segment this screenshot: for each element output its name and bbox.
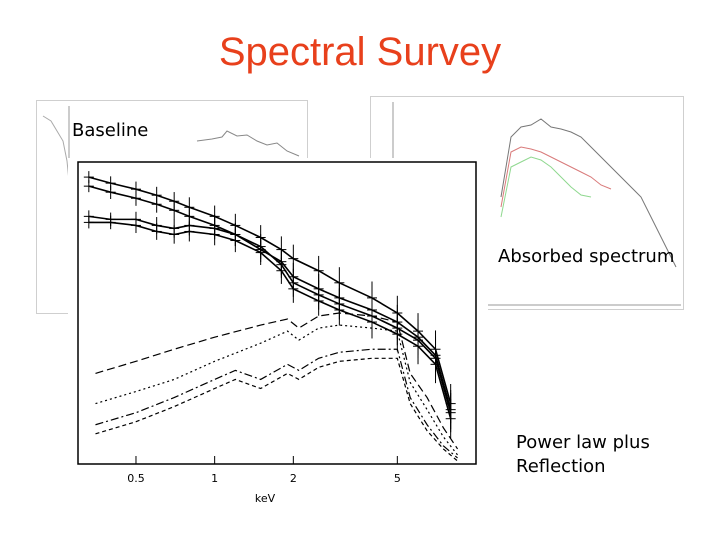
series-2-line bbox=[88, 185, 452, 410]
model-component-1 bbox=[95, 312, 459, 450]
baseline-label: Baseline bbox=[72, 120, 149, 141]
data-point bbox=[313, 286, 324, 316]
data-point bbox=[366, 305, 377, 339]
data-point bbox=[169, 225, 180, 244]
data-point bbox=[430, 345, 441, 384]
data-point bbox=[413, 328, 424, 365]
data-point bbox=[151, 195, 162, 213]
data-point bbox=[445, 399, 456, 439]
absorbed-spectrum-label: Absorbed spectrum bbox=[498, 246, 675, 267]
series-4-line bbox=[88, 221, 452, 419]
series-3-line bbox=[88, 215, 452, 413]
data-point bbox=[334, 294, 345, 326]
x-axis-label: keV bbox=[255, 492, 276, 505]
x-tick-label: 1 bbox=[211, 472, 218, 485]
model-component-3 bbox=[95, 348, 458, 459]
data-point bbox=[255, 240, 266, 265]
plot-frame bbox=[77, 161, 477, 465]
data-point bbox=[105, 215, 116, 230]
x-tick-label: 5 bbox=[394, 472, 401, 485]
data-point bbox=[130, 190, 141, 206]
data-point bbox=[151, 223, 162, 240]
reflection-label-line1: Power law plus bbox=[516, 432, 650, 453]
slide-title: Spectral Survey bbox=[218, 30, 502, 74]
data-point bbox=[105, 185, 116, 199]
model-component-2 bbox=[95, 324, 459, 456]
reflection-label-line2: Reflection bbox=[516, 456, 606, 477]
data-point bbox=[169, 201, 180, 220]
data-point bbox=[288, 274, 299, 303]
data-point bbox=[130, 217, 141, 234]
x-tick-label: 2 bbox=[290, 472, 297, 485]
spectrum-chart: 0.5 1 2 5 keV bbox=[68, 158, 488, 508]
series-1-line bbox=[88, 176, 452, 404]
x-tick-label: 0.5 bbox=[127, 472, 145, 485]
data-point bbox=[276, 257, 287, 284]
data-point bbox=[83, 180, 94, 193]
spectrum-plot: 0.5 1 2 5 keV bbox=[77, 161, 477, 505]
model-component-4 bbox=[95, 357, 458, 462]
data-point bbox=[230, 228, 241, 253]
data-point bbox=[209, 223, 220, 246]
data-point bbox=[184, 221, 195, 242]
data-point bbox=[83, 216, 94, 229]
